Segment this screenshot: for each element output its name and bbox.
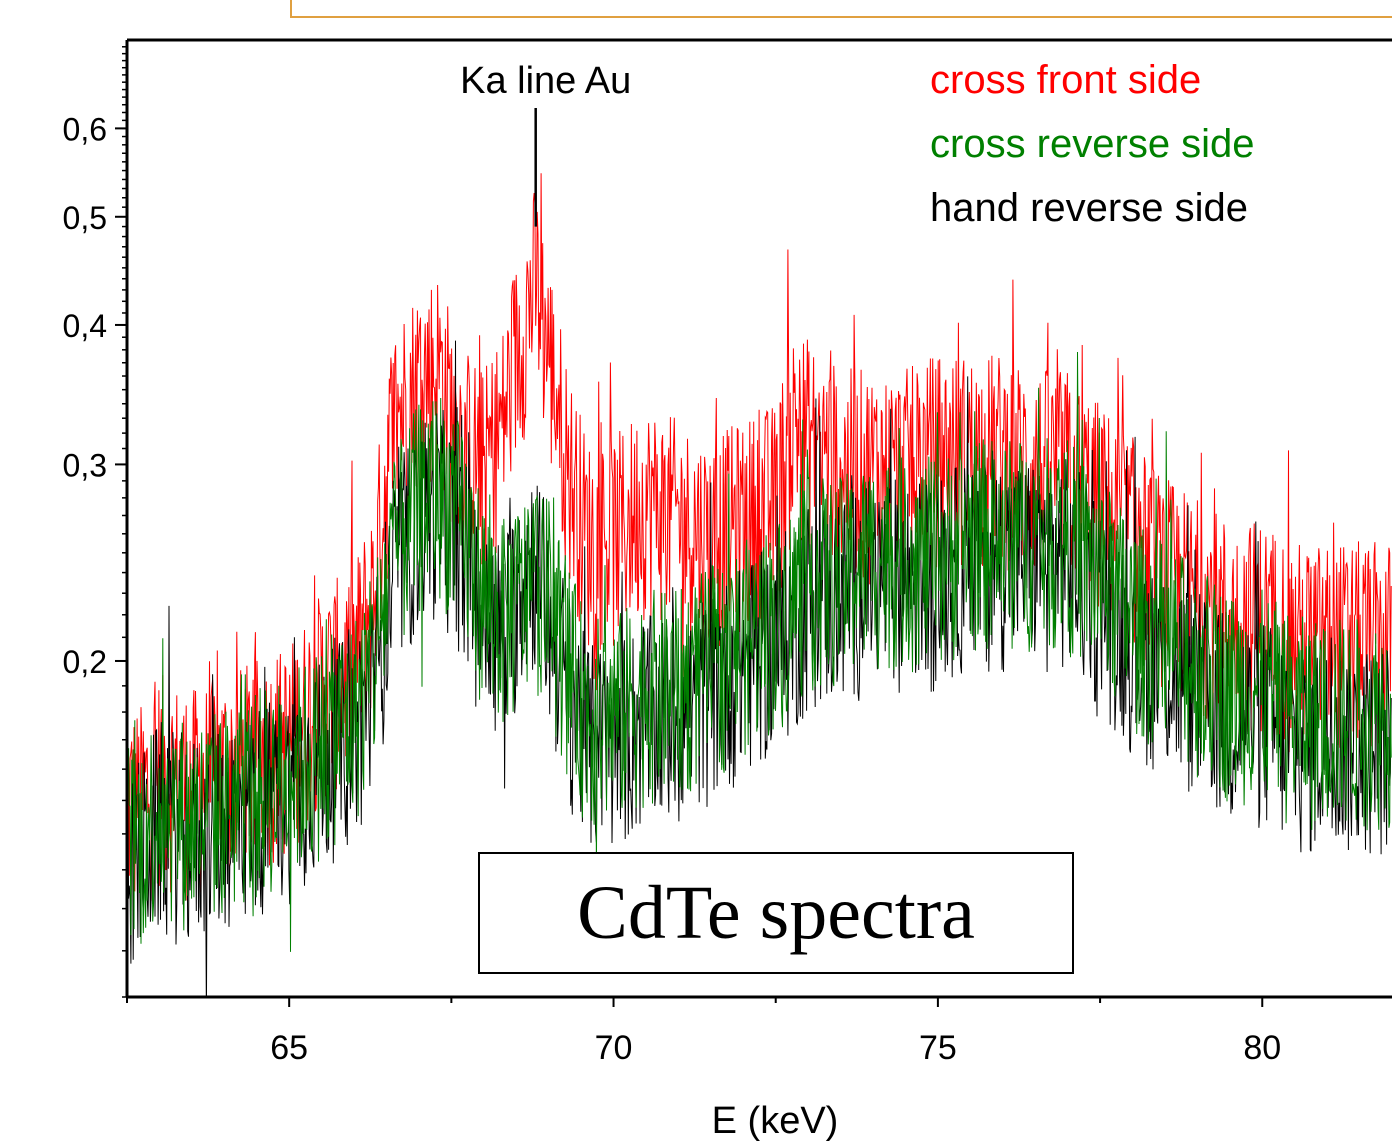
x-tick-label: 65: [270, 1029, 308, 1067]
x-axis-label: E (keV): [712, 1100, 839, 1142]
y-tick-label: 0,5: [63, 200, 107, 236]
axes: [125, 38, 1392, 999]
y-tick-label: 0,2: [63, 644, 107, 680]
x-tick-label: 80: [1243, 1029, 1281, 1067]
legend-entry-3: hand reverse side: [930, 186, 1248, 230]
legend-entry-2: cross reverse side: [930, 122, 1255, 166]
x-axis-ticks: 65 70 75 80: [126, 997, 1281, 1067]
y-tick-label: 0,4: [63, 308, 107, 344]
y-axis-ticks: 0,2 0,3 0,4 0,5 0,6: [63, 46, 127, 998]
caption-text: CdTe spectra: [577, 870, 975, 955]
x-tick-label: 75: [919, 1029, 957, 1067]
x-tick-label: 70: [595, 1029, 633, 1067]
series-line-2: [127, 351, 1392, 952]
top-frame-border: [290, 0, 1392, 18]
annotation-ka-line-au: Ka line Au: [460, 60, 631, 227]
caption-box: CdTe spectra: [478, 852, 1074, 974]
y-tick-label: 0,3: [63, 447, 107, 483]
legend: cross front side cross reverse side hand r…: [930, 58, 1255, 230]
y-tick-label: 0,6: [63, 111, 107, 147]
legend-entry-1: cross front side: [930, 58, 1201, 102]
annotation-text: Ka line Au: [460, 60, 631, 102]
series-lines: [127, 173, 1392, 997]
